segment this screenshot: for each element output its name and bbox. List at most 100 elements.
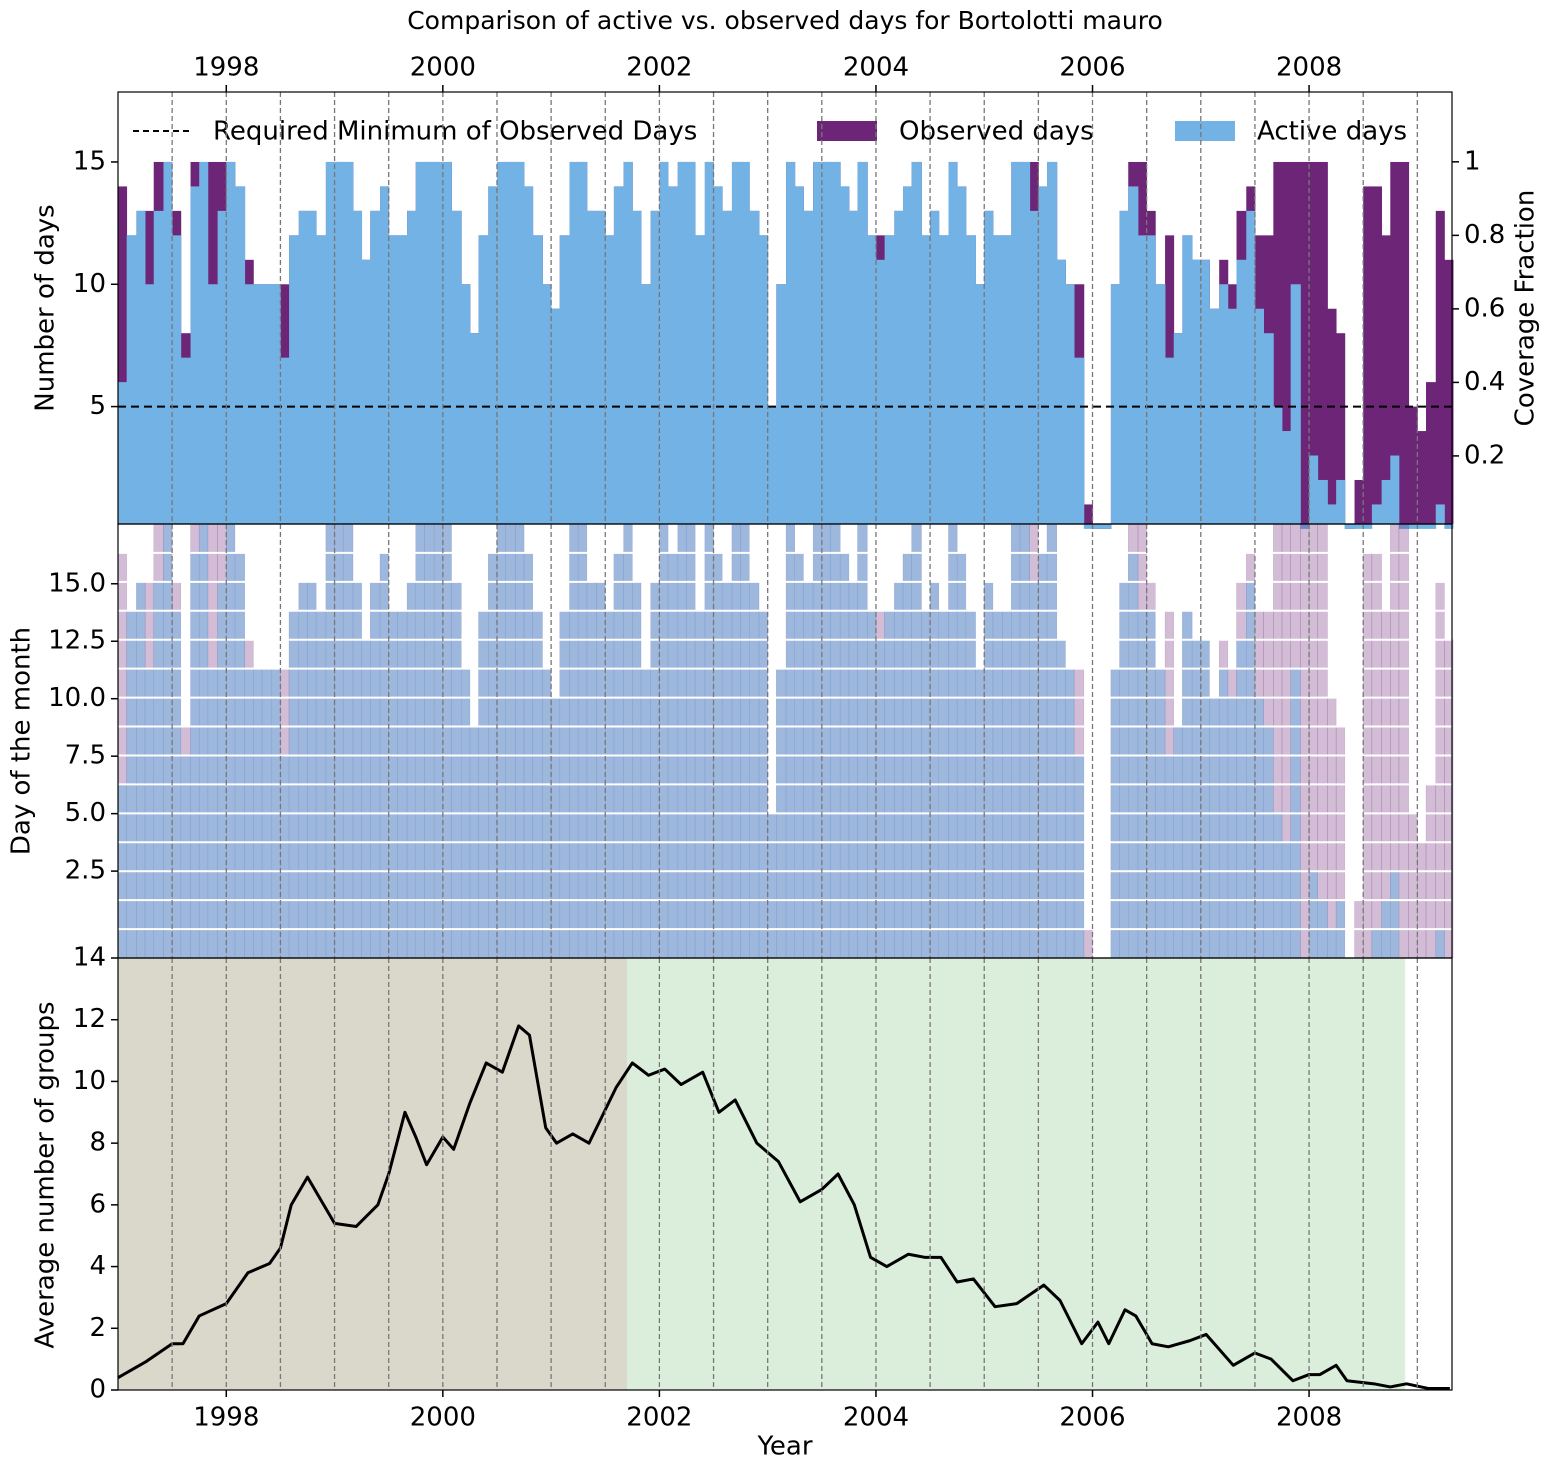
bar [1336,479,1346,524]
day-cells [721,581,733,959]
day-cells [677,523,687,959]
bar [234,186,246,524]
bar [938,235,949,525]
bar [262,284,273,524]
bar [153,210,164,524]
day-cells [1317,523,1328,959]
day-cells [659,523,669,959]
legend-swatch [817,121,877,141]
bar [532,235,543,525]
day-cells [226,523,236,959]
day-cells [198,523,209,959]
x-tick-label: 2002 [626,1403,692,1433]
bar [1119,210,1129,524]
bar [957,186,967,524]
bar [803,210,814,524]
bar [1317,161,1328,525]
y2-tick-label: 0.8 [1464,220,1505,250]
day-cells [280,755,290,959]
bar [1209,308,1220,524]
bar [1254,308,1264,524]
bar [226,161,236,525]
bar [559,235,570,525]
bar [1408,406,1418,524]
bar [343,161,354,525]
y-tick-label: 4 [89,1251,106,1281]
day-cells [821,523,831,959]
y-tick-label: 7.5 [65,741,106,771]
day-cells [451,581,462,959]
bar [840,186,850,524]
day-cells [163,523,173,959]
bar [713,186,723,524]
bar [686,161,696,525]
bar [253,284,263,524]
bar [316,235,327,525]
bar [1398,161,1410,525]
bar [126,235,137,525]
bar [334,161,344,525]
bar [704,161,714,525]
bar [1290,284,1301,524]
bar [434,161,444,525]
day-cells [153,581,164,959]
bar [1282,431,1292,524]
x-tick-label: 1998 [193,53,259,83]
bar [207,284,219,524]
day-cells [307,581,317,959]
day-cells [1308,870,1318,959]
bar [848,210,858,524]
bar [451,210,462,524]
bar [1219,284,1229,524]
y-tick-label: 0 [89,1375,106,1405]
y-tick-label: 2 [89,1313,106,1343]
bar [586,210,597,524]
day-cells [415,523,425,959]
day-cells [749,581,760,959]
day-cells [1046,523,1058,959]
bar [605,235,615,525]
bar [1371,504,1383,524]
bar [1381,235,1391,525]
legend-label: Active days [1257,117,1407,147]
bar [388,235,398,525]
bar [1038,186,1048,524]
bar [298,210,308,524]
day-cells [1327,928,1337,959]
day-cells [767,813,777,959]
bar [415,161,425,525]
x-axis-label: Year [756,1432,812,1462]
bar [749,210,760,524]
bar [145,284,155,524]
bar [1065,284,1075,524]
bar [280,357,290,524]
y-tick-label: 10.0 [48,683,106,713]
bar [172,235,182,525]
x-tick-label: 2008 [1276,1403,1342,1433]
y-tick-label: 15.0 [48,568,106,598]
bar [759,235,769,525]
bar [515,161,525,525]
bar [569,161,579,525]
day-cells [424,523,435,959]
day-cells [586,581,597,959]
x-tick-label: 2000 [410,1403,476,1433]
day-cells [1073,755,1085,959]
day-cells [1408,813,1418,959]
day-cells [1254,697,1264,959]
bar [1128,186,1139,524]
bar [1227,308,1237,524]
bar [180,357,191,524]
bar [794,186,804,524]
day-cells [1019,523,1030,959]
bar [370,210,381,524]
bar [1390,455,1400,524]
bar [613,186,625,524]
bar [1309,455,1319,524]
bar [542,284,552,524]
day-cells [442,523,452,959]
bar [1426,382,1437,524]
bar [975,284,985,524]
bar [361,259,371,524]
bar [505,161,516,525]
